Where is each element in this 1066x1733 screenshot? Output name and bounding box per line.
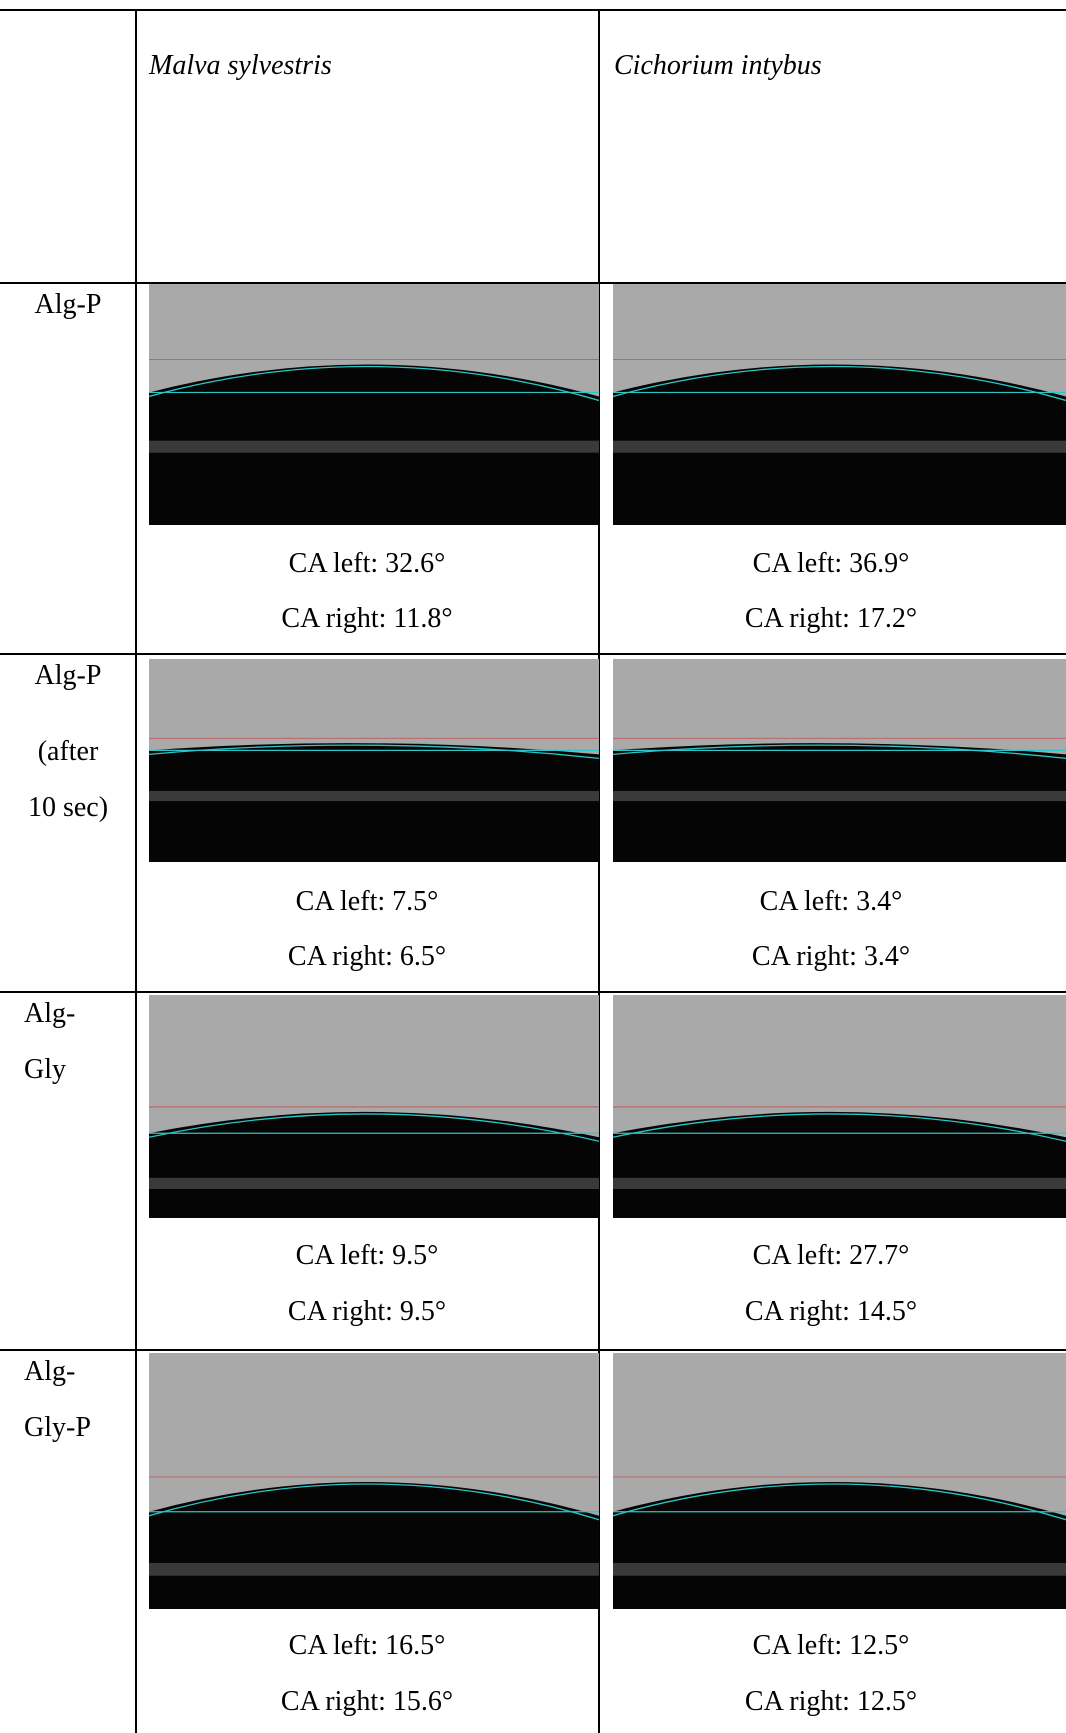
contact-angle-right: CA right: 6.5° [288, 941, 446, 973]
contact-angle-right: CA right: 12.5° [745, 1686, 917, 1718]
row-border [0, 9, 1066, 11]
column-header: Cichorium intybus [614, 50, 822, 82]
droplet-image [149, 284, 599, 525]
droplet-image [613, 284, 1066, 525]
droplet-image [149, 659, 599, 862]
droplet-image [613, 1353, 1066, 1609]
row-label: Alg-P [35, 289, 102, 321]
row-label: Alg- [24, 1356, 75, 1388]
droplet-image [149, 1353, 599, 1609]
contact-angle-right: CA right: 9.5° [288, 1296, 446, 1328]
row-border [0, 653, 1066, 655]
contact-angle-left: CA left: 12.5° [753, 1630, 910, 1662]
row-border [0, 991, 1066, 993]
contact-angle-left: CA left: 32.6° [289, 548, 446, 580]
contact-angle-right: CA right: 3.4° [752, 941, 910, 973]
droplet-image [149, 995, 599, 1218]
row-label: Gly [24, 1054, 66, 1086]
row-label: Alg- [24, 998, 75, 1030]
row-label: Alg-P [35, 660, 102, 692]
contact-angle-left: CA left: 7.5° [296, 886, 439, 918]
row-label: Gly-P [24, 1412, 91, 1444]
contact-angle-right: CA right: 15.6° [281, 1686, 453, 1718]
contact-angle-left: CA left: 3.4° [760, 886, 903, 918]
contact-angle-right: CA right: 11.8° [281, 603, 452, 635]
row-label: 10 sec) [28, 792, 108, 824]
page: Malva sylvestris Cichorium intybus Alg-P… [0, 0, 1066, 1733]
contact-angle-left: CA left: 27.7° [753, 1240, 910, 1272]
column-border [135, 9, 137, 1733]
contact-angle-right: CA right: 17.2° [745, 603, 917, 635]
row-label: (after [38, 736, 99, 768]
droplet-image [613, 995, 1066, 1218]
contact-angle-left: CA left: 9.5° [296, 1240, 439, 1272]
column-header: Malva sylvestris [149, 50, 332, 82]
contact-angle-left: CA left: 16.5° [289, 1630, 446, 1662]
contact-angle-left: CA left: 36.9° [753, 548, 910, 580]
contact-angle-right: CA right: 14.5° [745, 1296, 917, 1328]
row-border [0, 1349, 1066, 1351]
droplet-image [613, 659, 1066, 862]
